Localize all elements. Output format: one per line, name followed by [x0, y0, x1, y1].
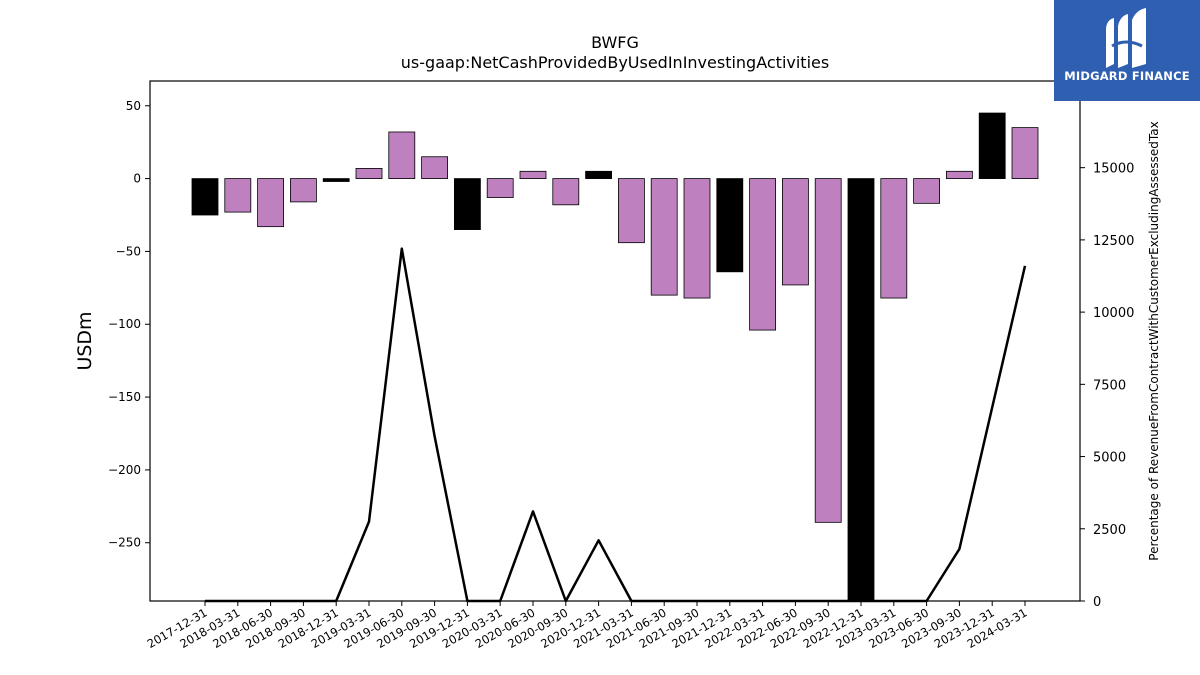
- y-tick-label: 0: [133, 172, 141, 186]
- line-series: [205, 247, 1027, 603]
- bar-2022-09-30: [814, 178, 842, 523]
- brand-logo: MIDGARD FINANCE: [1054, 0, 1200, 101]
- bar-2017-12-31: [191, 178, 219, 216]
- midgard-logo-icon: [1106, 8, 1146, 68]
- bar-2024-03-31: [1011, 127, 1039, 179]
- bar-2023-12-31: [978, 112, 1006, 179]
- bars-group: [191, 112, 1039, 602]
- bar-2022-12-31: [847, 178, 875, 602]
- bar-2019-12-31: [453, 178, 481, 230]
- bar-2021-12-31: [716, 178, 744, 273]
- bar-2018-09-30: [289, 178, 317, 203]
- bar-2021-03-31: [618, 178, 645, 244]
- y2-tick-label: 5000: [1093, 451, 1126, 466]
- bar-2018-12-31: [322, 178, 350, 182]
- bar-2020-03-31: [486, 178, 514, 198]
- bar-2019-03-31: [355, 167, 383, 179]
- y-tick-label: −200: [108, 463, 141, 477]
- y2-tick-label: 0: [1093, 595, 1101, 610]
- y2-tick-label: 2500: [1093, 523, 1126, 538]
- bar-2018-06-30: [257, 178, 285, 228]
- y2-axis-label: Percentage of RevenueFromContractWithCus…: [1147, 121, 1161, 560]
- bar-2021-06-30: [650, 178, 678, 296]
- bar-2021-09-30: [683, 178, 711, 299]
- chart-title: BWFG: [591, 33, 639, 52]
- bar-2020-09-30: [552, 178, 580, 206]
- y-tick-label: −150: [108, 390, 141, 404]
- plot-frame: [149, 80, 1081, 602]
- y-tick-label: 50: [126, 99, 141, 113]
- bar-2023-03-31: [880, 178, 908, 299]
- y2-tick-label: 7500: [1093, 378, 1126, 393]
- y-tick-label: −100: [108, 317, 141, 331]
- line-group: [205, 247, 1027, 603]
- bar-2020-06-30: [519, 170, 547, 179]
- y-axis-label: USDm: [74, 311, 96, 370]
- bar-2023-06-30: [913, 178, 940, 204]
- y-tick-label: −250: [108, 536, 141, 550]
- y2-tick-label: 15000: [1093, 162, 1134, 177]
- bar-2023-09-30: [946, 170, 973, 179]
- brand-logo-text: MIDGARD FINANCE: [1064, 69, 1190, 83]
- bar-2020-12-31: [585, 170, 612, 179]
- bar-2019-09-30: [421, 156, 449, 179]
- bar-2022-06-30: [782, 178, 809, 286]
- y2-tick-label: 10000: [1093, 306, 1134, 321]
- bar-2018-03-31: [224, 178, 252, 213]
- bar-2019-06-30: [388, 131, 416, 179]
- y-tick-label: −50: [116, 244, 141, 258]
- bar-2022-03-31: [749, 178, 776, 331]
- chart-subtitle: us-gaap:NetCashProvidedByUsedInInvesting…: [401, 53, 829, 72]
- y2-tick-label: 12500: [1093, 234, 1134, 249]
